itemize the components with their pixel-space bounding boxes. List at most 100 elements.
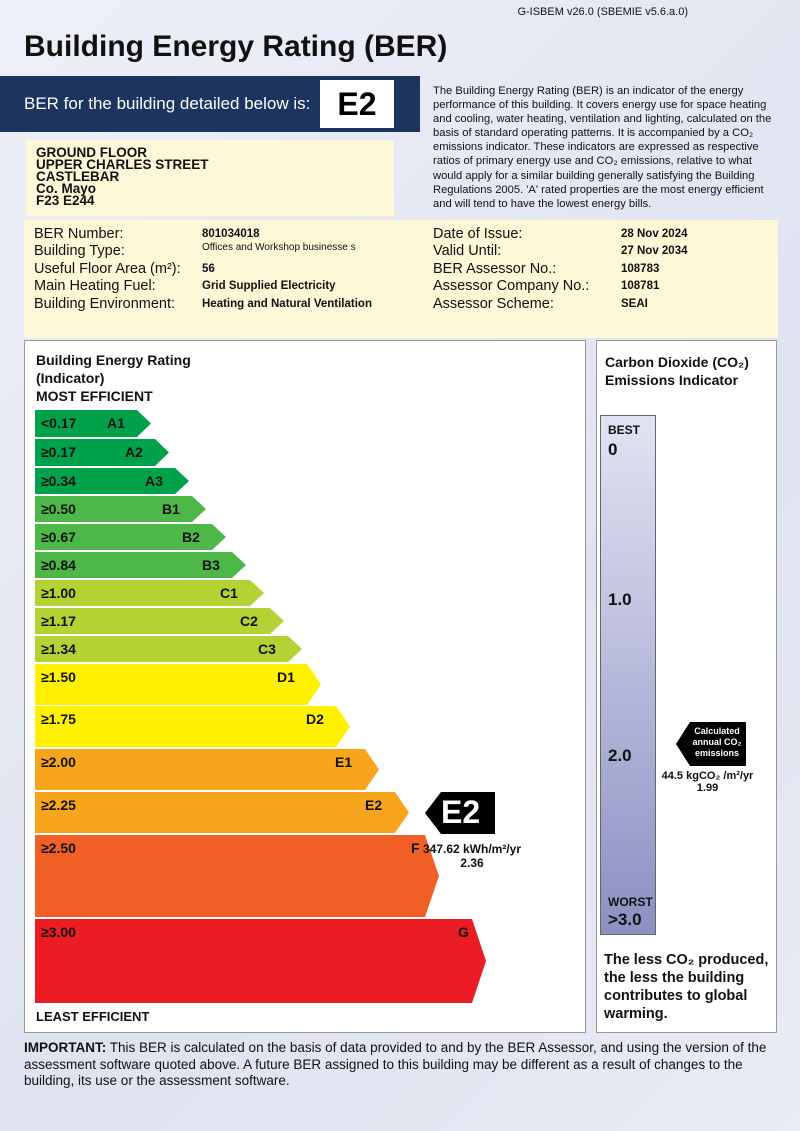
detail-value: 28 Nov 2024 xyxy=(621,228,688,240)
rating-band-c3: ≥1.34 C3 xyxy=(35,636,304,662)
co2-pointer: Calculated annual CO₂ emissions xyxy=(676,722,746,771)
most-efficient-label: MOST EFFICIENT xyxy=(36,388,153,404)
rating-band-b3: ≥0.84 B3 xyxy=(35,552,248,578)
band-shape xyxy=(35,580,264,606)
band-range: ≥3.00 xyxy=(41,924,76,940)
band-shape xyxy=(35,835,439,917)
indicator-rating: E2 xyxy=(441,794,481,830)
band-letter: B2 xyxy=(182,529,200,545)
co2-ratio: 1.99 xyxy=(696,782,719,794)
detail-label: Main Heating Fuel: xyxy=(34,278,156,294)
band-shape xyxy=(35,552,246,578)
rating-band-a1: <0.17 A1 xyxy=(35,410,153,437)
band-shape xyxy=(35,749,379,790)
band-shape xyxy=(35,608,284,634)
band-range: ≥0.67 xyxy=(41,529,76,545)
detail-label: Useful Floor Area (m²): xyxy=(34,261,181,277)
rating-band-a2: ≥0.17 A2 xyxy=(35,439,171,466)
band-shape xyxy=(35,524,226,550)
band-letter: A2 xyxy=(125,444,143,460)
band-range: ≥1.17 xyxy=(41,613,76,629)
rating-heading-sub: (Indicator) xyxy=(36,370,105,386)
energy-value: 347.62 kWh/m²/yr xyxy=(422,842,522,856)
rating-band-a3: ≥0.34 A3 xyxy=(35,468,191,494)
detail-label: Date of Issue: xyxy=(433,226,523,242)
address-line: Co. Mayo xyxy=(36,181,97,196)
ber-banner-label: BER for the building detailed below is: xyxy=(24,94,311,113)
co2-worst-label: WORST xyxy=(608,895,653,909)
detail-label: BER Number: xyxy=(34,226,124,242)
detail-value: SEAI xyxy=(621,298,648,310)
rating-band-e1: ≥2.00 E1 xyxy=(35,749,381,790)
detail-value: Offices and Workshop businesse s xyxy=(202,242,356,253)
co2-heading-sub: Emissions Indicator xyxy=(605,372,739,388)
detail-label: Valid Until: xyxy=(433,243,502,259)
band-range: ≥2.00 xyxy=(41,754,76,770)
rating-heading: Building Energy Rating xyxy=(36,352,191,368)
band-letter: A3 xyxy=(145,473,163,489)
rating-band-f: ≥2.50 F xyxy=(35,835,441,917)
detail-label: Assessor Company No.: xyxy=(433,278,590,294)
band-letter: C1 xyxy=(220,585,238,601)
rating-band-d2: ≥1.75 D2 xyxy=(35,706,352,747)
rating-band-b2: ≥0.67 B2 xyxy=(35,524,228,550)
co2-tick: 2.0 xyxy=(608,746,632,765)
band-letter: G xyxy=(458,924,469,940)
detail-label: Building Environment: xyxy=(34,296,176,312)
page-title: Building Energy Rating (BER) xyxy=(24,30,448,63)
rating-arrow-icon xyxy=(425,792,495,834)
detail-value: 108781 xyxy=(621,280,660,292)
co2-tick: >3.0 xyxy=(608,910,642,929)
band-letter: D2 xyxy=(306,711,324,727)
intro-text: The Building Energy Rating (BER) is an i… xyxy=(433,85,772,210)
band-letter: D1 xyxy=(277,669,295,685)
rating-band-b1: ≥0.50 B1 xyxy=(35,496,208,522)
rating-band-e2: ≥2.25 E2 xyxy=(35,792,411,833)
band-range: ≥1.00 xyxy=(41,585,76,601)
band-range: ≥1.75 xyxy=(41,711,76,727)
band-letter: B3 xyxy=(202,557,220,573)
band-shape xyxy=(35,919,486,1003)
ber-banner: BER for the building detailed below is: … xyxy=(0,76,420,132)
band-range: ≥1.50 xyxy=(41,669,76,685)
co2-best-label: BEST xyxy=(608,423,641,437)
band-range: ≥0.34 xyxy=(41,473,76,489)
address-line: CASTLEBAR xyxy=(36,169,120,184)
band-letter: E2 xyxy=(365,797,383,813)
detail-value: Grid Supplied Electricity xyxy=(202,280,336,292)
band-range: ≥2.50 xyxy=(41,840,76,856)
co2-pointer-label: Calculated annual CO₂ emissions xyxy=(692,726,742,758)
band-range: <0.17 xyxy=(41,415,77,431)
detail-label: Building Type: xyxy=(34,243,125,259)
software-version: G-ISBEM v26.0 (SBEMIE v5.6.a.0) xyxy=(517,6,688,18)
details-block: BER Number: 801034018 Building Type: Office… xyxy=(24,220,778,338)
rating-band-g: ≥3.00 G xyxy=(35,919,488,1003)
address-block: GROUND FLOOR UPPER CHARLES STREET CASTLE… xyxy=(26,140,394,216)
band-letter: E1 xyxy=(335,754,353,770)
co2-heading: Carbon Dioxide (CO₂) xyxy=(605,354,749,370)
band-range: ≥2.25 xyxy=(41,797,76,813)
detail-value: 108783 xyxy=(621,263,660,275)
detail-label: BER Assessor No.: xyxy=(433,261,557,277)
band-range: ≥0.84 xyxy=(41,557,76,573)
least-efficient-label: LEAST EFFICIENT xyxy=(36,1009,150,1024)
band-shape xyxy=(35,664,321,705)
detail-label: Assessor Scheme: xyxy=(433,296,554,312)
band-shape xyxy=(35,496,206,522)
band-letter: B1 xyxy=(162,501,180,517)
important-label: IMPORTANT: xyxy=(24,1040,107,1055)
address-line: F23 E244 xyxy=(36,193,95,208)
rating-band-c2: ≥1.17 C2 xyxy=(35,608,286,634)
band-letter: C3 xyxy=(258,641,276,657)
band-shape xyxy=(35,792,409,833)
co2-tick: 0 xyxy=(608,440,618,459)
co2-value: 44.5 kgCO₂ /m²/yr xyxy=(661,770,754,782)
detail-value: 801034018 xyxy=(202,228,260,240)
band-shape xyxy=(35,439,169,466)
co2-arrow-icon xyxy=(676,722,746,766)
rating-band-c1: ≥1.00 C1 xyxy=(35,580,266,606)
address-line: GROUND FLOOR xyxy=(36,145,147,160)
detail-value: 56 xyxy=(202,263,215,275)
detail-value: Heating and Natural Ventilation xyxy=(202,298,372,310)
band-letter: F xyxy=(411,840,420,856)
